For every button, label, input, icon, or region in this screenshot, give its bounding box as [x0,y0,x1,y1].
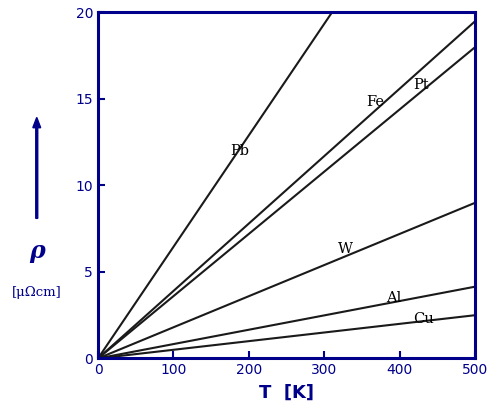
X-axis label: T  [K]: T [K] [259,384,314,402]
Text: W: W [338,242,353,256]
Text: Fe: Fe [366,95,384,109]
Text: Cu: Cu [414,311,434,325]
Text: Pb: Pb [230,144,249,158]
Text: Al: Al [386,291,401,305]
Text: Pt: Pt [414,78,429,92]
Text: [μΩcm]: [μΩcm] [12,286,62,299]
Text: ρ: ρ [29,239,45,263]
